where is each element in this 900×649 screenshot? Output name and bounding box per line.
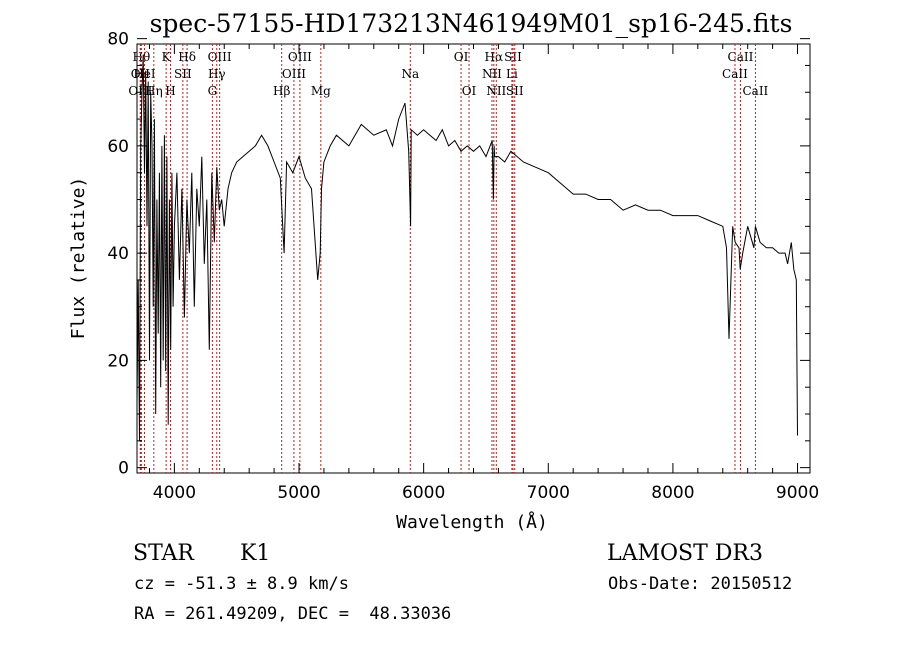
object-subclass: K1 xyxy=(240,541,271,566)
chart-title: spec-57155-HD173213N461949M01_sp16-245.f… xyxy=(150,9,793,38)
line-marker-label: OIII xyxy=(282,67,306,81)
line-marker-label: CaII xyxy=(728,50,754,64)
line-marker-label: Na xyxy=(401,67,419,81)
line-marker-label: HeI xyxy=(133,67,156,81)
line-marker-label: Hδ xyxy=(178,50,196,64)
coordinates: RA = 261.49209, DEC = 48.33036 xyxy=(134,604,452,624)
line-marker-label: OIII xyxy=(288,50,312,64)
line-marker-label: G xyxy=(208,84,218,98)
x-tick-label: 9000 xyxy=(776,483,819,503)
line-marker-label: Hγ xyxy=(208,67,226,81)
line-marker-label: SII xyxy=(174,67,192,81)
object-class: STAR xyxy=(133,541,194,566)
line-marker-label: Mg xyxy=(311,84,331,98)
line-marker-label: Hη xyxy=(145,84,163,98)
y-tick-label: 20 xyxy=(107,351,129,371)
line-marker-label: Hα xyxy=(485,50,504,64)
y-axis-label: Flux (relative) xyxy=(68,177,89,340)
redshift-velocity: cz = -51.3 ± 8.9 km/s xyxy=(134,574,349,594)
y-tick-label: 40 xyxy=(107,244,129,264)
observation-date: Obs-Date: 20150512 xyxy=(608,574,793,594)
y-tick-label: 0 xyxy=(118,459,129,479)
line-marker-label: SII xyxy=(506,84,524,98)
line-marker-label: SII xyxy=(504,50,522,64)
y-tick-label: 80 xyxy=(107,30,129,50)
y-tick-label: 60 xyxy=(107,137,129,157)
x-tick-label: 6000 xyxy=(402,483,445,503)
line-marker-label: H xyxy=(165,84,175,98)
survey-name: LAMOST DR3 xyxy=(607,541,763,566)
x-tick-label: 8000 xyxy=(651,483,694,503)
line-marker-label: Hβ xyxy=(273,84,290,98)
line-marker-label: Hθ xyxy=(133,50,151,64)
line-marker-label: CaII xyxy=(722,67,748,81)
line-marker-label: CaII xyxy=(742,84,768,98)
line-marker-label: NII xyxy=(482,67,502,81)
x-axis-label: Wavelength (Å) xyxy=(396,511,548,533)
x-tick-label: 7000 xyxy=(527,483,570,503)
line-marker-label: NII xyxy=(486,84,506,98)
x-tick-label: 4000 xyxy=(153,483,196,503)
line-marker-label: OIII xyxy=(208,50,232,64)
line-marker-label: Li xyxy=(506,67,518,81)
x-tick-label: 5000 xyxy=(277,483,320,503)
line-marker-label: OI xyxy=(454,50,469,64)
plot-frame xyxy=(136,43,811,474)
line-marker-label: OIII xyxy=(128,84,152,98)
spectrum-line xyxy=(136,54,798,441)
axis-ticks: 4000 5000 6000 7000 8000 9000 0 20 40 60 80 xyxy=(107,30,819,503)
line-marker-label: K xyxy=(162,50,172,64)
line-marker-label: OI xyxy=(462,84,477,98)
